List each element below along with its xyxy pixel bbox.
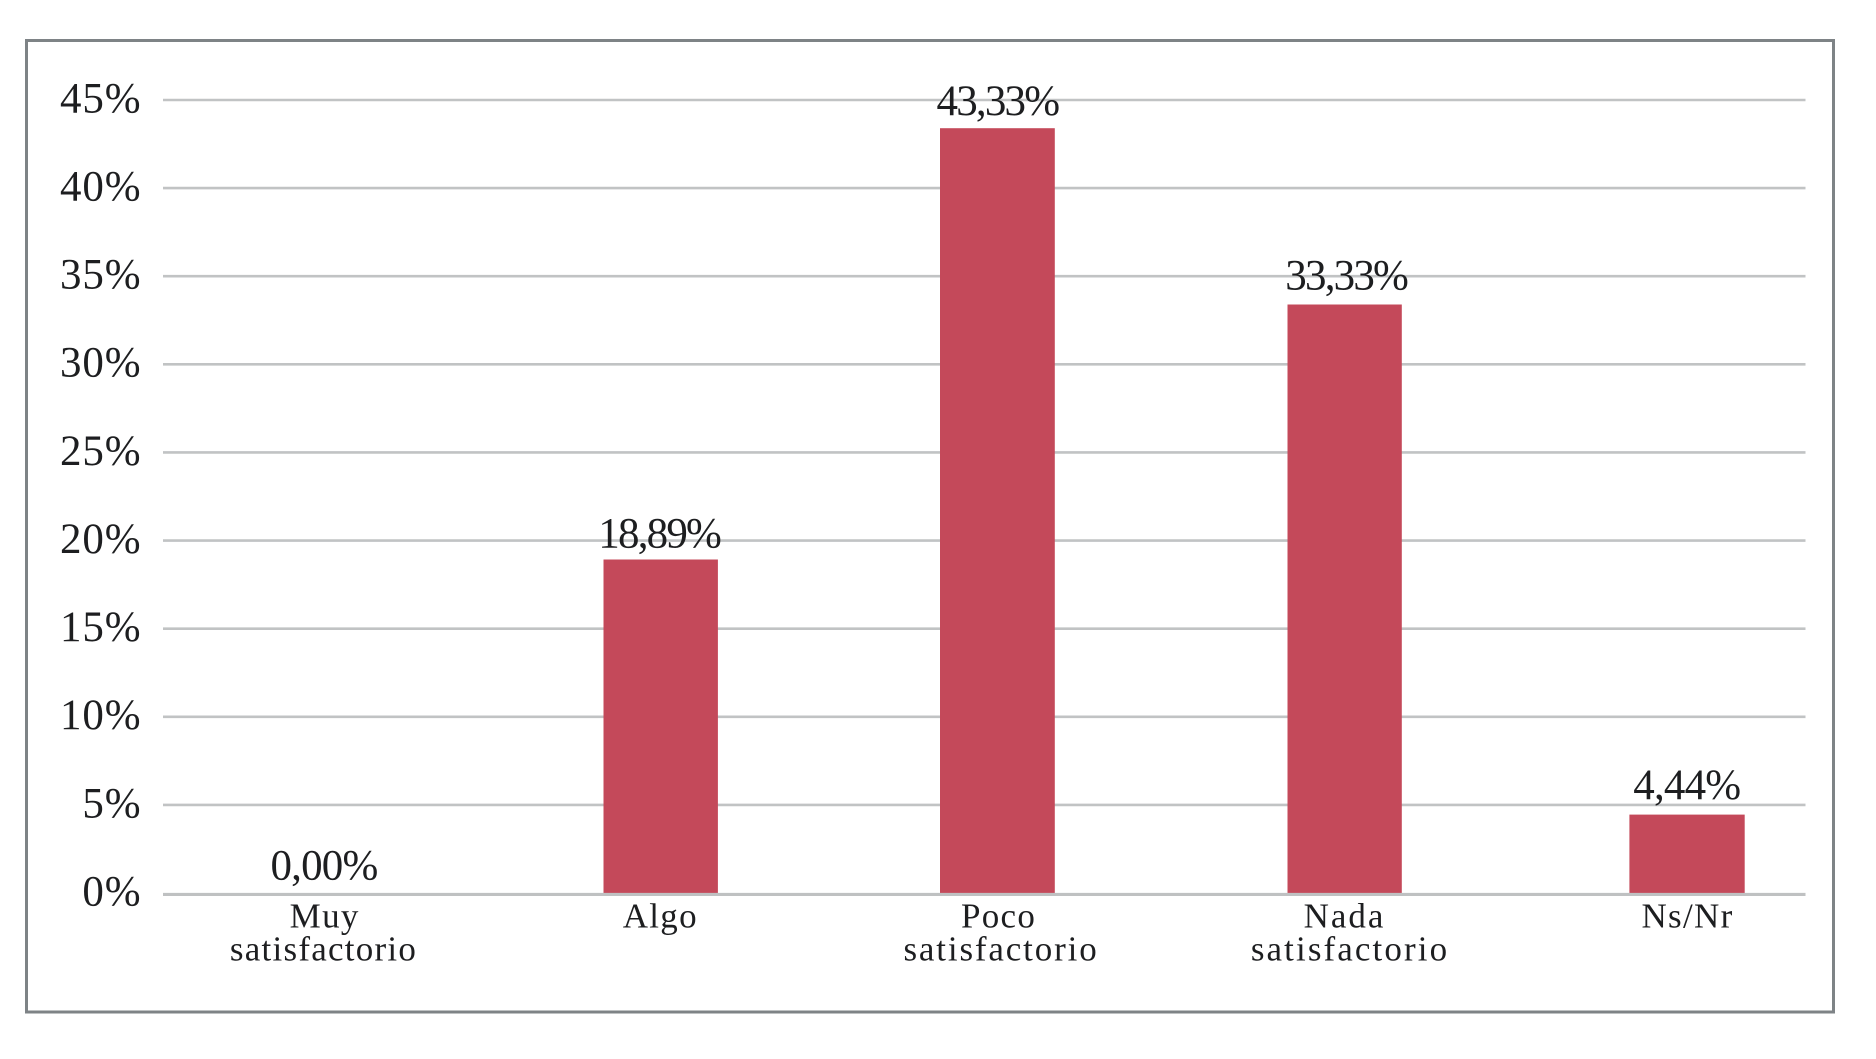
svg-text:satisfactorio: satisfactorio bbox=[230, 930, 417, 969]
svg-text:Algo: Algo bbox=[623, 897, 698, 936]
svg-text:0%: 0% bbox=[82, 869, 141, 916]
svg-text:15%: 15% bbox=[60, 604, 142, 651]
svg-text:Ns/Nr: Ns/Nr bbox=[1641, 897, 1733, 936]
svg-text:20%: 20% bbox=[60, 516, 142, 563]
svg-text:satisfactorio: satisfactorio bbox=[903, 930, 1098, 969]
svg-text:18,89%: 18,89% bbox=[598, 510, 721, 557]
svg-text:Nada: Nada bbox=[1304, 897, 1386, 936]
svg-text:satisfactorio: satisfactorio bbox=[1251, 930, 1449, 969]
svg-text:43,33%: 43,33% bbox=[937, 78, 1060, 125]
svg-text:5%: 5% bbox=[82, 780, 141, 827]
svg-text:45%: 45% bbox=[60, 75, 142, 122]
svg-text:35%: 35% bbox=[60, 252, 142, 299]
svg-text:40%: 40% bbox=[60, 164, 142, 211]
svg-text:Muy: Muy bbox=[290, 897, 360, 936]
svg-text:30%: 30% bbox=[60, 340, 142, 387]
svg-text:10%: 10% bbox=[60, 692, 142, 739]
svg-text:33,33%: 33,33% bbox=[1285, 253, 1408, 300]
svg-text:4,44%: 4,44% bbox=[1633, 762, 1740, 809]
svg-text:25%: 25% bbox=[60, 428, 142, 475]
svg-text:0,00%: 0,00% bbox=[270, 843, 377, 890]
svg-text:Poco: Poco bbox=[961, 897, 1036, 936]
